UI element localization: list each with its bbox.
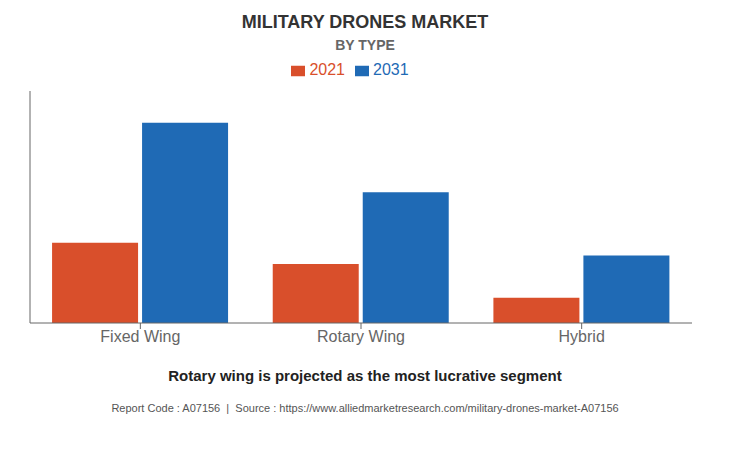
html-text:Report Code : A07156 | Source: Report Code : A07156 | Source : https://… <box>111 402 619 414</box>
html-text:Rotary wing is projected as th: Rotary wing is projected as the most luc… <box>168 367 562 384</box>
svg-text:Fixed Wing: Fixed Wing <box>100 328 180 345</box>
svg-text:Hybrid: Hybrid <box>559 328 605 345</box>
html-text:MILITARY DRONES MARKET: MILITARY DRONES MARKET <box>241 12 489 32</box>
html-text:2021: 2021 <box>309 61 345 78</box>
html-text:2031: 2031 <box>373 61 409 78</box>
svg-text:Rotary Wing: Rotary Wing <box>317 328 405 345</box>
html-text:BY TYPE: BY TYPE <box>335 37 395 53</box>
